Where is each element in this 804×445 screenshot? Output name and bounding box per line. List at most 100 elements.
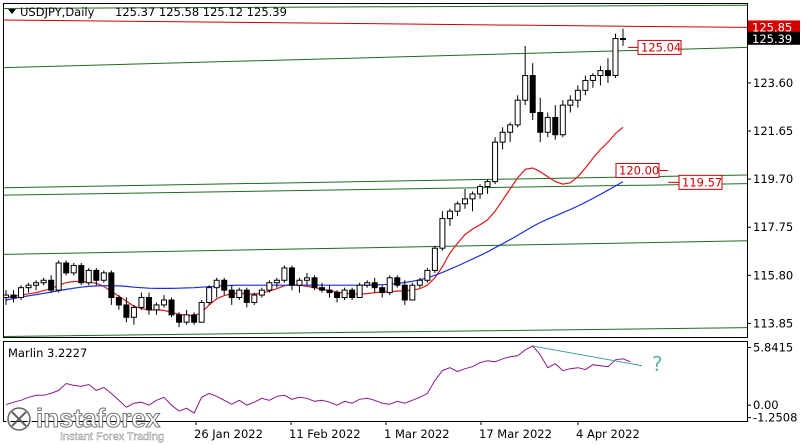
candle-body-bull [409, 284, 416, 301]
date-tick-label: 11 Feb 2022 [289, 427, 361, 441]
candle-body-bull [85, 269, 92, 284]
candle [55, 260, 62, 293]
dropdown-triangle-icon[interactable] [8, 9, 16, 14]
candle [416, 277, 423, 288]
candle [221, 277, 228, 296]
watermark-brand: instaforex [36, 403, 161, 433]
candle-body-bear [108, 272, 115, 299]
candle [484, 179, 491, 194]
candle [115, 295, 122, 310]
instaforex-logo-icon [6, 406, 32, 432]
candle [251, 292, 258, 305]
price-tick-label: 123.60 [753, 76, 793, 90]
candle-body-bull [589, 75, 596, 81]
candle-body-bull [213, 279, 220, 289]
candle [612, 33, 619, 78]
price-tick-label: 115.80 [753, 268, 793, 282]
divergence-line [532, 345, 643, 367]
candle-body-bull [296, 279, 303, 286]
candle [492, 137, 499, 185]
candle [281, 265, 288, 283]
candle [206, 285, 213, 305]
candle [424, 267, 431, 283]
candle [213, 277, 220, 298]
candle [138, 292, 145, 310]
date-tick-label: 1 Mar 2022 [384, 427, 450, 441]
candle-body-bull [514, 99, 521, 126]
price-tick-label: 121.65 [753, 124, 793, 138]
candle-body-bull [507, 124, 514, 133]
candle-body-bull [499, 131, 506, 143]
question-mark-annotation: ? [652, 352, 663, 376]
candle [371, 277, 378, 293]
candle [446, 208, 453, 226]
price-pane-frame [3, 3, 748, 338]
candle [161, 295, 168, 308]
candle-body-bear [537, 112, 544, 133]
candle-body-bear [604, 70, 611, 77]
candle-body-bear [326, 289, 333, 294]
candle-body-bull [364, 282, 371, 286]
candle [386, 275, 393, 296]
candle-body-bear [379, 287, 386, 294]
candle-body-bull [567, 99, 574, 106]
candle-body-bull [574, 89, 581, 101]
resistance-price-label: 125.85 [752, 20, 792, 34]
candle-body-bull [469, 193, 476, 200]
candle-body-bull [25, 284, 32, 289]
candle [409, 282, 416, 301]
price-labels-layer: 125.04 120.00 119.57 [615, 39, 723, 190]
candle [544, 112, 551, 138]
candle [3, 290, 9, 305]
candle [236, 287, 243, 300]
candle-body-bear [221, 279, 228, 291]
candle [48, 275, 55, 293]
candle [507, 122, 514, 143]
resistance-price-tag [748, 20, 800, 34]
indicator-title: Marlin 3.2227 [8, 346, 87, 360]
candle-body-bear [10, 294, 17, 299]
current-price-label: 125.39 [752, 32, 792, 46]
candle-body-bull [40, 279, 47, 284]
price-level-label: 120.00 [615, 163, 668, 178]
candle-body-bull [55, 262, 62, 291]
candle-body-bull [446, 210, 453, 220]
candle [604, 58, 611, 83]
candle-body-bull [206, 287, 213, 303]
candle [33, 280, 40, 291]
candle [266, 280, 273, 293]
candle-body-bear [394, 277, 401, 286]
osc-tick-label: 5.8415 [753, 341, 793, 355]
candle [394, 275, 401, 288]
candle [258, 287, 265, 298]
candle [597, 65, 604, 86]
price-tick-label: 119.70 [753, 172, 793, 186]
candle-body-bull [386, 277, 393, 294]
candle-body-bear [371, 282, 378, 289]
candle [288, 265, 295, 291]
label-box [678, 174, 723, 190]
candle [296, 277, 303, 293]
level-line [3, 240, 748, 255]
candle [326, 285, 333, 298]
candle [522, 45, 529, 106]
candle-body-bull [484, 181, 491, 188]
candle [469, 191, 476, 212]
candle [319, 282, 326, 293]
candle [461, 189, 468, 209]
osc-tick-label: -1.2508 [753, 411, 797, 425]
candle-body-bull [303, 277, 310, 281]
watermark: instaforex Instant Forex Trading [6, 403, 164, 443]
candle [228, 285, 235, 305]
candle [176, 312, 183, 328]
candle [100, 270, 107, 283]
candle [499, 127, 506, 150]
candle-body-bull [100, 272, 107, 281]
candle [514, 95, 521, 128]
osc-tick-label: 0.00 [753, 398, 779, 412]
candle [273, 277, 280, 288]
candle-body-bear [145, 297, 152, 311]
symbol-title: USDJPY,Daily [20, 5, 95, 19]
